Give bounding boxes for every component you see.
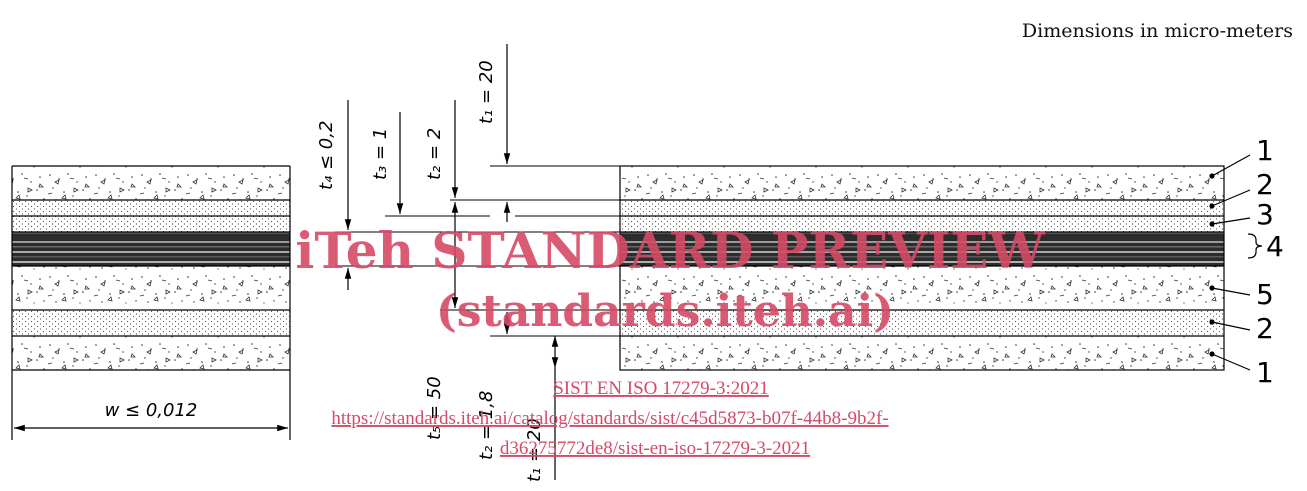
callout-4: 4 xyxy=(1266,230,1284,263)
watermark-standard-link[interactable]: SIST EN ISO 17279-3:2021 xyxy=(553,378,769,399)
right-layer-2-bottom xyxy=(620,310,1224,336)
watermark-subtitle: (standards.iteh.ai) xyxy=(436,286,894,337)
width-label: w ≤ 0,012 xyxy=(105,400,198,421)
callout-3: 3 xyxy=(1256,198,1274,231)
left-layer-2-bottom xyxy=(12,310,290,336)
left-layer-1-top xyxy=(12,166,290,200)
right-layer-4 xyxy=(620,232,1224,266)
left-layer-1-bottom xyxy=(12,336,290,370)
t2-top-label: t₂ = 2 xyxy=(424,128,445,180)
callout-1-bottom: 1 xyxy=(1256,356,1274,389)
t4-label: t₄ ≤ 0,2 xyxy=(316,121,337,190)
right-layer-1-bottom xyxy=(620,336,1224,370)
dimension-lines xyxy=(344,44,559,480)
right-layer-stack xyxy=(619,165,1225,371)
callout-5: 5 xyxy=(1256,278,1274,311)
left-layer-2-top xyxy=(12,200,290,216)
left-layer-5 xyxy=(12,266,290,310)
watermark: iTeh STANDARD PREVIEW (standards.iteh.ai… xyxy=(295,221,1045,459)
units-note: Dimensions in micro-meters xyxy=(1021,20,1293,42)
right-layer-2-top xyxy=(620,200,1224,216)
callout-1-top: 1 xyxy=(1256,134,1274,167)
left-layer-4 xyxy=(12,232,290,266)
callout-2-bottom: 2 xyxy=(1256,312,1274,345)
t5-label: t₅ = 50 xyxy=(424,376,445,440)
watermark-url-line1[interactable]: https://standards.iteh.ai/catalog/standa… xyxy=(331,408,888,429)
watermark-url-line2[interactable]: d36275772de8/sist-en-iso-17279-3-2021 xyxy=(500,438,810,459)
right-layer-1-top xyxy=(620,166,1224,200)
extension-lines xyxy=(335,165,620,337)
t3-label: t₃ = 1 xyxy=(370,128,391,180)
t1-bottom-label: t₁ = 20 xyxy=(524,418,545,482)
right-layer-3 xyxy=(620,216,1224,232)
watermark-title: iTeh STANDARD PREVIEW xyxy=(295,221,1045,280)
t1-top-label: t₁ = 20 xyxy=(476,60,497,124)
right-layer-5 xyxy=(620,266,1224,310)
callout-2-top: 2 xyxy=(1256,168,1274,201)
t2-bottom-label: t₂ = 1,8 xyxy=(476,391,497,460)
callout-leaders xyxy=(1209,154,1263,371)
left-layer-3 xyxy=(12,216,290,232)
left-layer-stack: w ≤ 0,012 xyxy=(11,165,291,440)
